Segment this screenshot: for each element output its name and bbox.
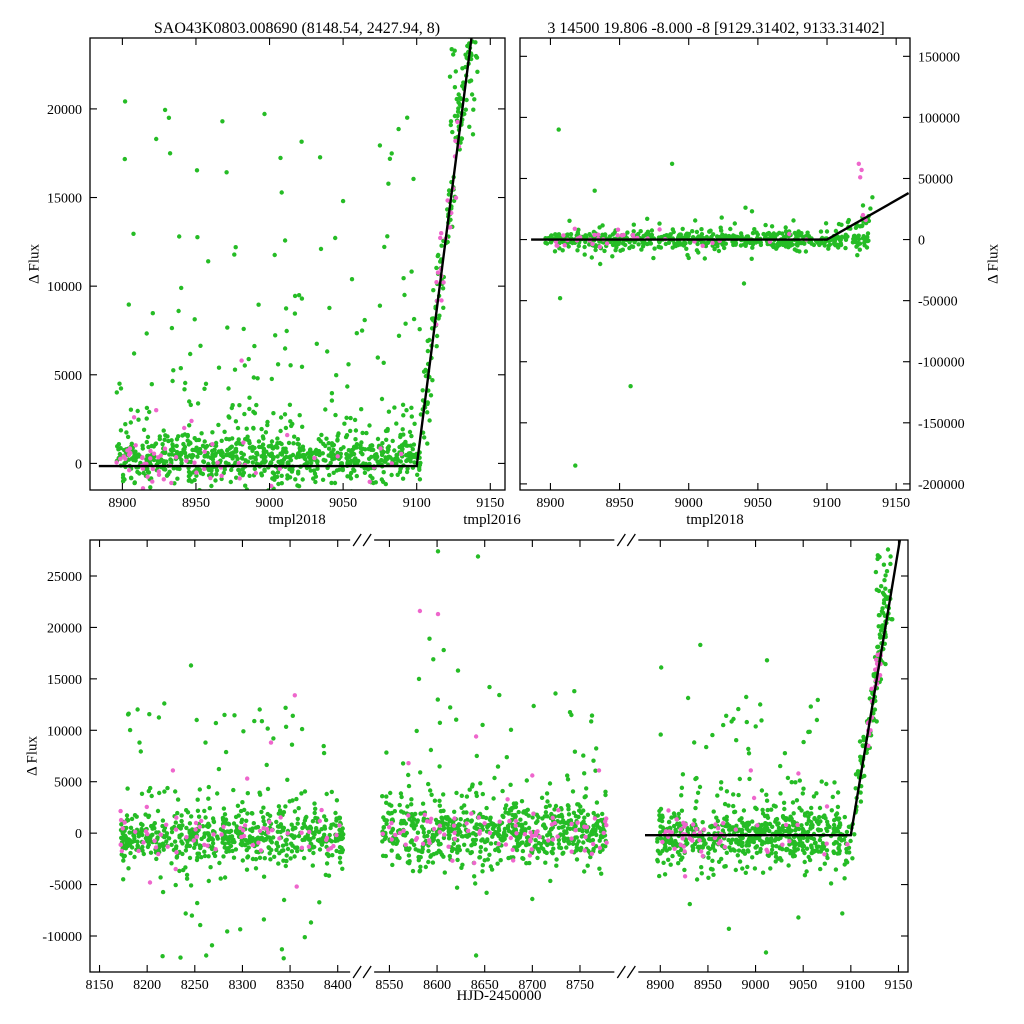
svg-text:-10000: -10000 xyxy=(42,930,82,945)
bottom-frame xyxy=(89,539,909,973)
axis-break-slash xyxy=(362,533,372,547)
svg-text:9000: 9000 xyxy=(675,496,703,511)
axis-break-gap xyxy=(614,969,639,975)
x-axis-label-top-left: tmpl2018 xyxy=(268,512,326,528)
bottom-tick-labels: 8150 8200 8250 8300 8350 8400 8550 8600 8650 8700… xyxy=(42,570,912,993)
x-axis-label-bottom: HJD-2450000 xyxy=(456,988,542,1004)
axis-break-slash xyxy=(362,965,372,979)
svg-text:8600: 8600 xyxy=(423,978,451,993)
svg-text:-50000: -50000 xyxy=(918,295,958,310)
svg-text:5000: 5000 xyxy=(54,369,82,384)
bottom-fit-line xyxy=(645,540,902,837)
svg-text:9000: 9000 xyxy=(256,496,284,511)
svg-text:8550: 8550 xyxy=(375,978,403,993)
svg-text:8350: 8350 xyxy=(276,978,304,993)
bottom-tick-marks xyxy=(90,540,908,972)
top_right-tick-marks xyxy=(520,38,910,490)
panel-top-right-title: 3 14500 19.806 -8.000 -8 [9129.31402, 91… xyxy=(547,20,885,37)
top_right-fit-line xyxy=(531,192,910,241)
svg-text:25000: 25000 xyxy=(47,570,82,585)
y-axis-label-top-left: Δ Flux xyxy=(26,243,43,285)
bottom-scatter-points xyxy=(118,547,895,961)
axis-break-slash xyxy=(616,965,626,979)
svg-text:5000: 5000 xyxy=(54,776,82,791)
svg-text:10000: 10000 xyxy=(47,724,82,739)
top_right-tick-labels: 8900 8950 9000 9050 9100 9150 -200000 -150000 -1… xyxy=(536,50,964,511)
svg-text:9100: 9100 xyxy=(813,496,841,511)
top_right-scatter-points xyxy=(543,127,875,468)
axis-break-slash xyxy=(626,533,636,547)
svg-text:9050: 9050 xyxy=(744,496,772,511)
svg-text:-100000: -100000 xyxy=(918,356,965,371)
svg-text:-150000: -150000 xyxy=(918,417,965,432)
axis-break-gap xyxy=(614,537,639,543)
svg-text:50000: 50000 xyxy=(918,172,953,187)
svg-text:8700: 8700 xyxy=(518,978,546,993)
axis-break-gap xyxy=(350,537,375,543)
top_left-frame xyxy=(89,37,506,491)
top_left-tick-marks xyxy=(90,38,505,490)
svg-text:8150: 8150 xyxy=(86,978,114,993)
svg-text:9100: 9100 xyxy=(837,978,865,993)
top_right-frame xyxy=(519,37,911,491)
svg-text:9000: 9000 xyxy=(742,978,770,993)
axis-break-slash xyxy=(352,533,362,547)
axis-break-slash xyxy=(626,965,636,979)
svg-text:9150: 9150 xyxy=(884,978,912,993)
svg-text:9050: 9050 xyxy=(329,496,357,511)
svg-text:8250: 8250 xyxy=(181,978,209,993)
svg-text:-200000: -200000 xyxy=(918,478,965,493)
svg-text:10000: 10000 xyxy=(47,280,82,295)
svg-text:8750: 8750 xyxy=(566,978,594,993)
svg-text:8400: 8400 xyxy=(324,978,352,993)
axis-break-slash xyxy=(616,533,626,547)
svg-text:15000: 15000 xyxy=(47,673,82,688)
svg-text:15000: 15000 xyxy=(47,192,82,207)
y-axis-label-top-right: Δ Flux xyxy=(985,243,1002,285)
svg-text:100000: 100000 xyxy=(918,111,960,126)
axis-break-gap xyxy=(350,969,375,975)
svg-text:8900: 8900 xyxy=(536,496,564,511)
top_left-fit-line xyxy=(98,38,473,468)
axis-break-slash xyxy=(352,965,362,979)
svg-text:8950: 8950 xyxy=(694,978,722,993)
svg-text:-5000: -5000 xyxy=(49,879,82,894)
svg-text:9100: 9100 xyxy=(403,496,431,511)
x-axis-label-mid: tmpl2016 xyxy=(463,512,521,528)
svg-text:0: 0 xyxy=(918,234,925,249)
svg-text:9150: 9150 xyxy=(882,496,910,511)
svg-text:8900: 8900 xyxy=(108,496,136,511)
top_left-tick-labels: 8900 8950 9000 9050 9100 9150 0 5000 10000 15000 2… xyxy=(47,103,504,511)
svg-text:0: 0 xyxy=(75,457,82,472)
x-axis-label-top-right: tmpl2018 xyxy=(686,512,744,528)
panel-top-left-title: SAO43K0803.008690 (8148.54, 2427.94, 8) xyxy=(153,20,441,37)
svg-text:0: 0 xyxy=(75,827,82,842)
top_left-scatter-points xyxy=(114,38,480,490)
svg-text:150000: 150000 xyxy=(918,50,960,65)
svg-text:8950: 8950 xyxy=(182,496,210,511)
svg-text:20000: 20000 xyxy=(47,621,82,636)
y-axis-label-bottom: Δ Flux xyxy=(24,735,41,777)
svg-text:20000: 20000 xyxy=(47,103,82,118)
svg-text:8650: 8650 xyxy=(471,978,499,993)
svg-text:8900: 8900 xyxy=(646,978,674,993)
svg-text:8200: 8200 xyxy=(133,978,161,993)
svg-text:9050: 9050 xyxy=(789,978,817,993)
svg-text:8950: 8950 xyxy=(606,496,634,511)
svg-text:9150: 9150 xyxy=(476,496,504,511)
svg-text:8300: 8300 xyxy=(228,978,256,993)
